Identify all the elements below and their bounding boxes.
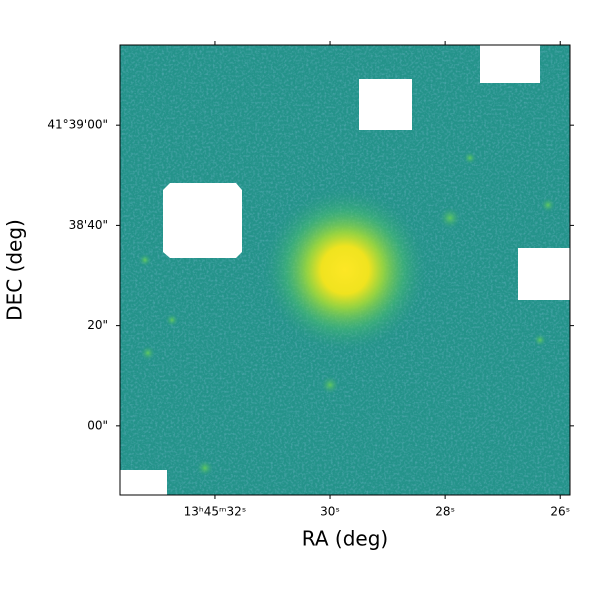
x-tick-label: 13ʰ45ᵐ32ˢ	[184, 505, 247, 519]
x-tick-label: 28ˢ	[435, 505, 455, 519]
x-tick-label: 30ˢ	[320, 505, 340, 519]
x-axis-label: RA (deg)	[302, 527, 388, 551]
x-tick-label: 26ˢ	[550, 505, 570, 519]
y-tick-label: 41°39'00"	[47, 118, 108, 132]
y-axis-label: DEC (deg)	[3, 219, 27, 321]
y-tick-label: 20"	[87, 318, 108, 332]
y-tick-label: 38'40"	[69, 218, 108, 232]
frame	[119, 44, 571, 496]
y-tick-label: 00"	[87, 418, 108, 432]
image	[120, 45, 570, 495]
